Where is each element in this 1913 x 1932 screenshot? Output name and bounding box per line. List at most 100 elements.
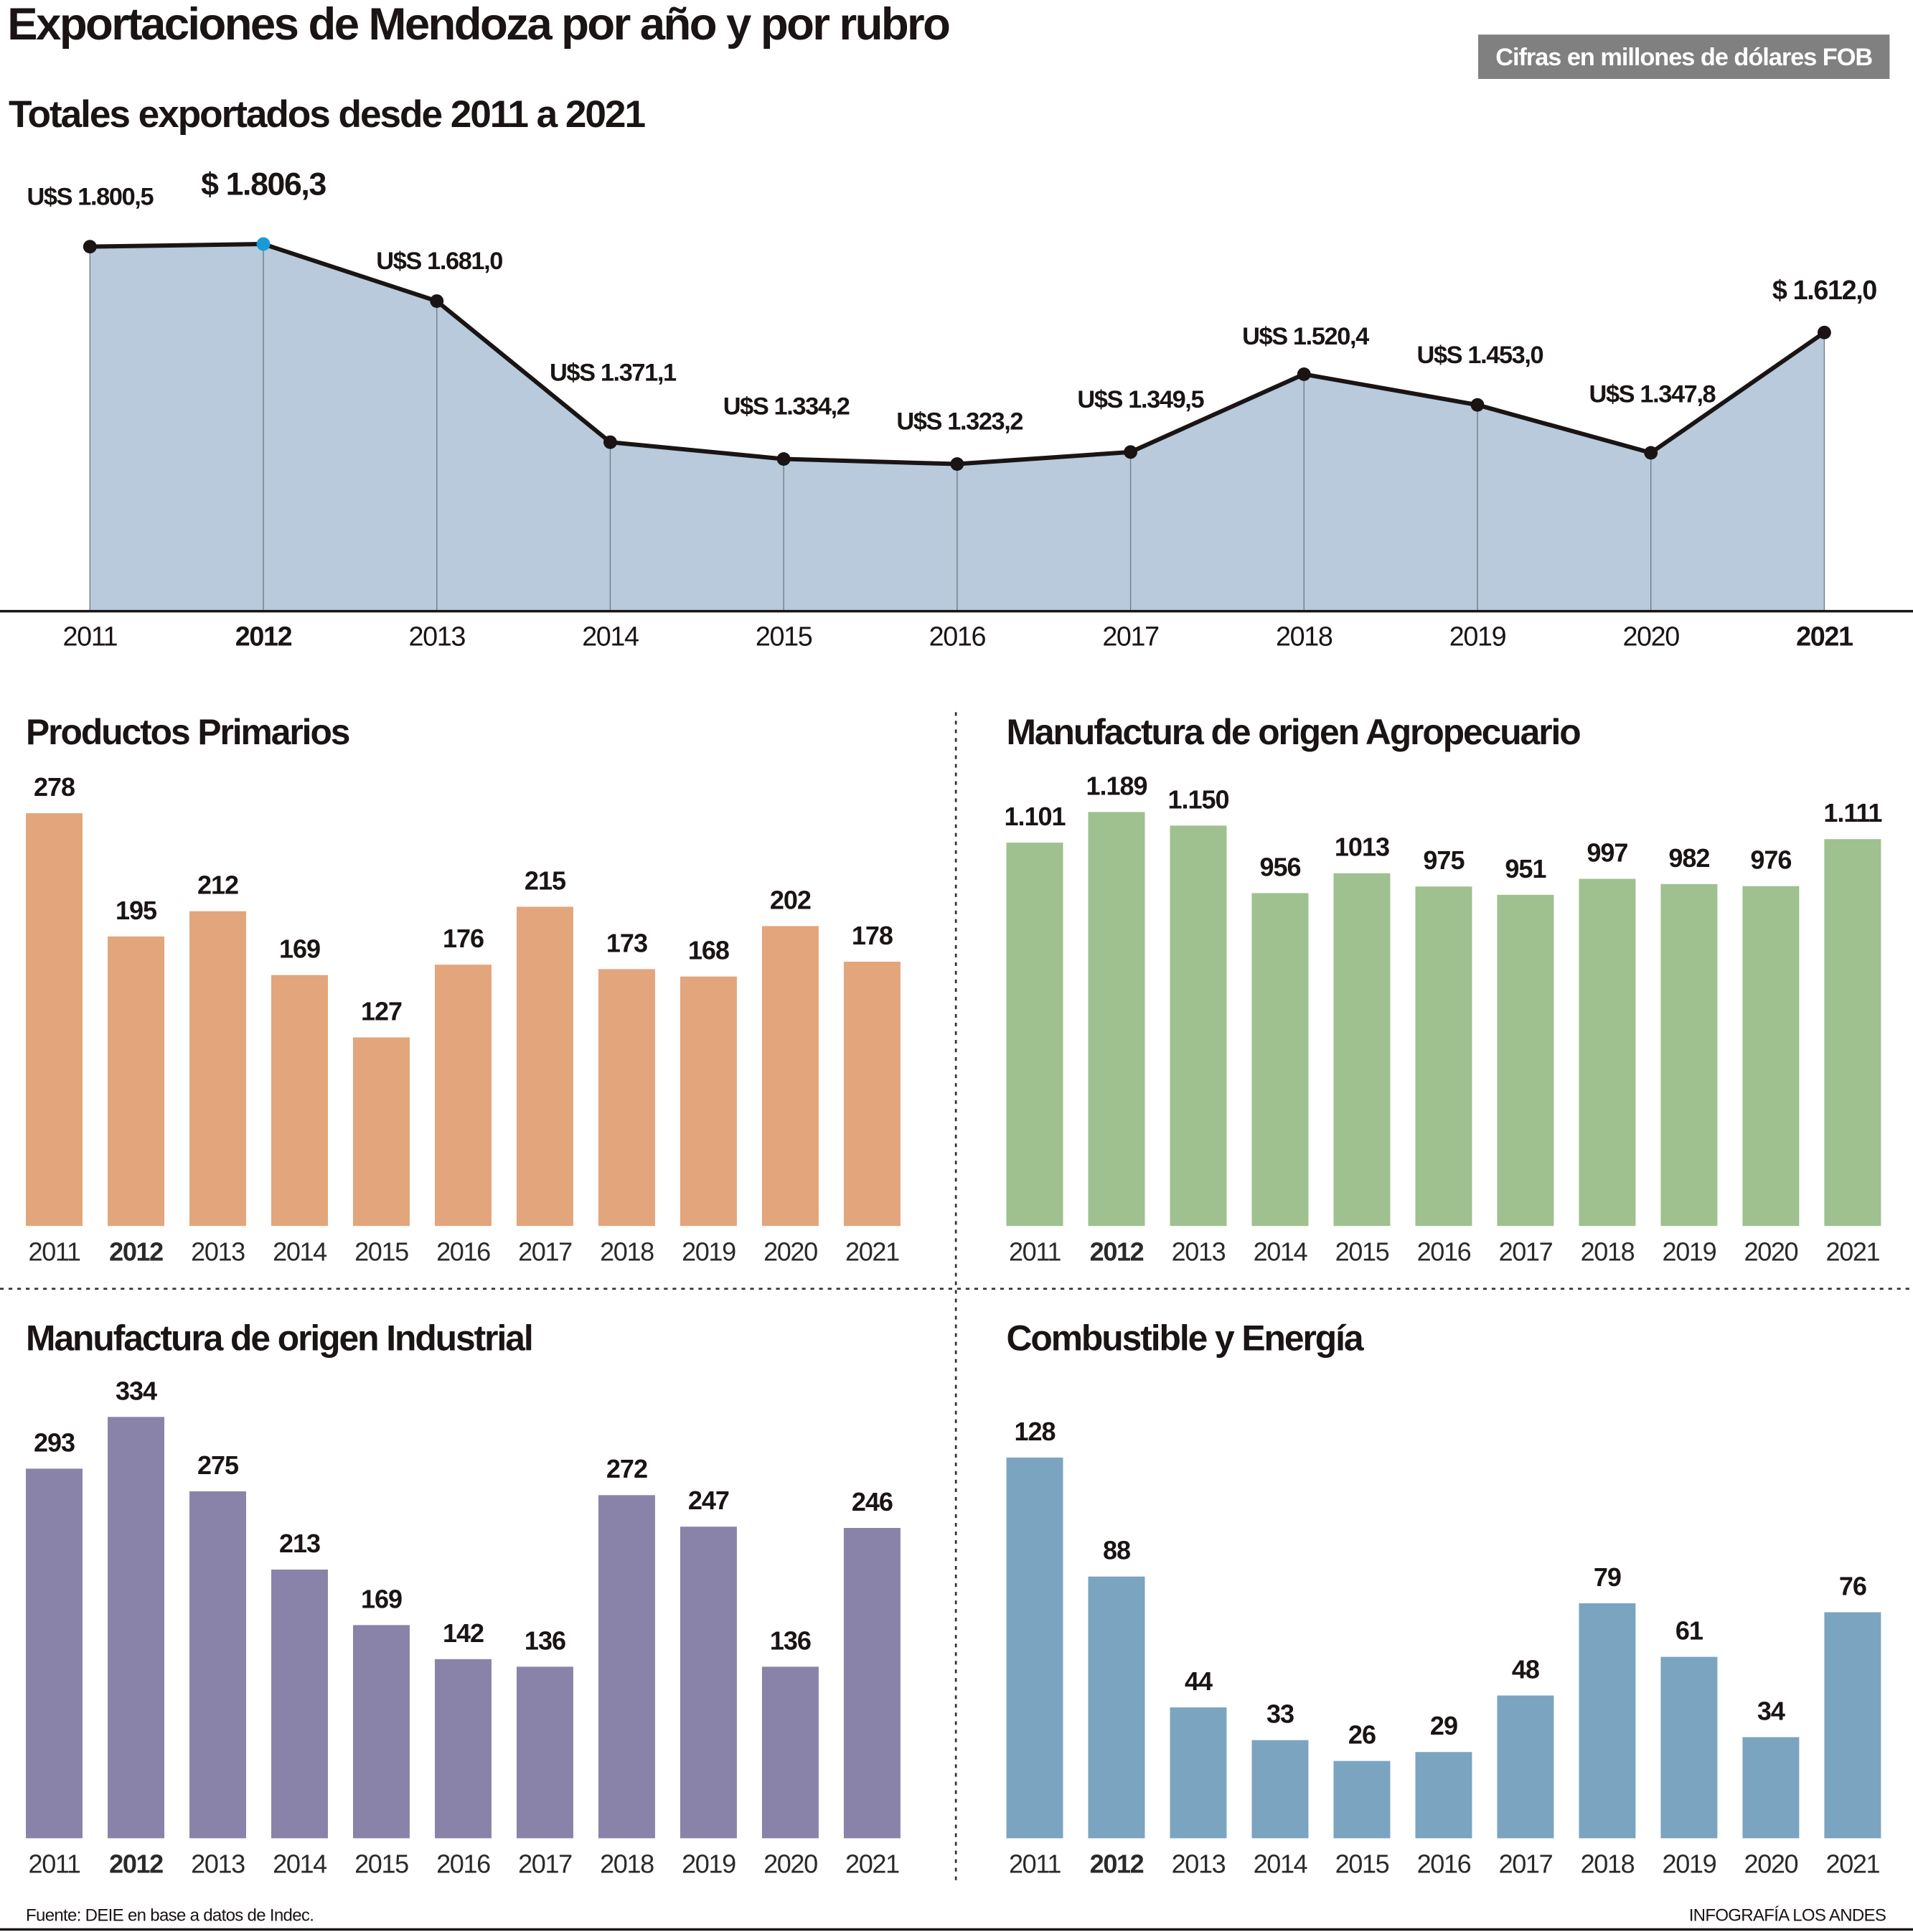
bar [1742, 886, 1800, 1227]
x-tick-label: 2017 [518, 1849, 572, 1878]
bar-value-label: 975 [1423, 845, 1465, 875]
panel-title-industrial: Manufactura de origen Industrial [26, 1318, 532, 1359]
data-label: U$S 1.681,0 [376, 248, 502, 275]
bar [1579, 1603, 1636, 1839]
data-point [776, 452, 791, 466]
x-tick-label: 2012 [235, 622, 292, 652]
bar-value-label: 997 [1587, 838, 1627, 868]
x-tick-label: 2017 [1499, 1849, 1553, 1878]
bar-value-label: 136 [770, 1626, 811, 1655]
bar-value-label: 278 [34, 772, 75, 802]
x-tick-label: 2020 [1744, 1849, 1798, 1878]
bar-value-label: 127 [361, 996, 402, 1026]
data-point [1644, 446, 1658, 460]
bar [1660, 883, 1718, 1227]
bar-value-label: 169 [279, 934, 320, 964]
source-note: Fuente: DEIE en base a datos de Indec. [26, 1905, 314, 1925]
bar [1497, 1695, 1554, 1839]
x-tick-label: 2019 [682, 1237, 735, 1266]
bar-value-label: 195 [116, 896, 157, 925]
units-badge-text: Cifras en millones de dólares FOB [1495, 44, 1872, 71]
bar [1251, 1740, 1309, 1839]
bar-value-label: 1013 [1335, 833, 1389, 862]
x-tick-label: 2013 [1172, 1237, 1226, 1266]
bar [1006, 1457, 1063, 1839]
x-tick-label: 2014 [1254, 1849, 1307, 1878]
data-label: U$S 1.334,2 [723, 393, 850, 421]
x-tick-label: 2015 [354, 1849, 408, 1878]
subtitle: Totales exportados desde 2011 a 2021 [9, 93, 645, 136]
data-point [1817, 325, 1831, 339]
panel-title-agropecuario: Manufactura de origen Agropecuario [1007, 712, 1581, 752]
data-label: U$S 1.371,1 [550, 359, 677, 386]
bar [1088, 1576, 1145, 1839]
bar-value-label: 215 [525, 866, 566, 895]
bar-value-label: 34 [1757, 1696, 1785, 1725]
bar-value-label: 168 [688, 936, 729, 965]
bar [1660, 1656, 1718, 1839]
x-tick-label: 2011 [62, 622, 117, 652]
bar [761, 926, 819, 1227]
bar-value-label: 173 [606, 928, 647, 957]
bar-value-label: 247 [688, 1486, 729, 1515]
bar [108, 1417, 165, 1839]
data-label: U$S 1.453,0 [1417, 342, 1543, 369]
x-tick-label: 2019 [682, 1849, 735, 1878]
industrial-bar-chart: 293 2011 334 2012 275 2013 213 2014 169 2015 142 20… [26, 1376, 901, 1878]
bar [1824, 1612, 1881, 1839]
bar-value-label: 169 [361, 1584, 402, 1613]
bar-value-label: 272 [606, 1454, 647, 1483]
data-point [256, 237, 271, 251]
panel-title-energia: Combustible y Energía [1007, 1318, 1364, 1359]
bar [1251, 893, 1309, 1227]
bar [434, 1659, 492, 1839]
x-tick-label: 2018 [1276, 622, 1332, 652]
bar-value-label: 178 [852, 921, 893, 950]
bar [680, 1527, 737, 1839]
x-tick-label: 2012 [1090, 1849, 1144, 1878]
x-tick-label: 2020 [763, 1237, 817, 1266]
bar [1415, 1752, 1472, 1839]
panel-title-primarios: Productos Primarios [26, 712, 349, 752]
x-tick-label: 2013 [191, 1849, 245, 1878]
bar-value-label: 1.150 [1167, 784, 1228, 814]
bar [189, 911, 246, 1227]
bar-value-label: 79 [1594, 1562, 1621, 1592]
bar-value-label: 275 [197, 1450, 239, 1480]
bar-value-label: 128 [1014, 1417, 1055, 1446]
bar-value-label: 293 [34, 1427, 75, 1457]
x-tick-label: 2018 [600, 1849, 654, 1878]
data-point [430, 294, 444, 308]
x-tick-label: 2021 [845, 1849, 899, 1878]
bar [108, 936, 165, 1227]
primarios-bar-chart: 278 2011 195 2012 212 2013 169 2014 127 2015 176 20… [26, 772, 901, 1266]
bar-value-label: 334 [116, 1376, 157, 1405]
bar [1415, 886, 1472, 1227]
data-point [1297, 367, 1311, 381]
bar-value-label: 246 [852, 1487, 893, 1516]
bar [598, 969, 655, 1227]
bar [1333, 1760, 1391, 1839]
x-tick-label: 2019 [1663, 1849, 1716, 1878]
bar [1742, 1737, 1800, 1839]
x-tick-label: 2016 [929, 622, 986, 652]
x-tick-label: 2014 [1254, 1237, 1307, 1266]
x-tick-label: 2015 [756, 622, 812, 652]
bar-value-label: 1.189 [1086, 771, 1147, 800]
data-label: U$S 1.349,5 [1077, 386, 1204, 413]
x-tick-label: 2018 [1581, 1237, 1635, 1266]
x-tick-label: 2018 [600, 1237, 654, 1266]
bar-value-label: 33 [1266, 1699, 1294, 1729]
bar-value-label: 956 [1259, 852, 1300, 881]
bar-value-label: 1.111 [1823, 798, 1882, 827]
data-label: U$S 1.520,4 [1242, 323, 1369, 350]
x-tick-label: 2021 [845, 1237, 899, 1266]
bar-value-label: 44 [1185, 1666, 1213, 1696]
x-tick-label: 2020 [763, 1849, 817, 1878]
x-tick-label: 2021 [1826, 1849, 1880, 1878]
data-label: U$S 1.347,8 [1589, 381, 1716, 408]
bar-value-label: 61 [1675, 1616, 1703, 1646]
totals-line-chart: U$S 1.800,5 2011 $ 1.806,3 2012 U$S 1.681,0 2… [0, 167, 1913, 652]
x-tick-label: 2012 [109, 1849, 163, 1878]
main-title: Exportaciones de Mendoza por año y por r… [7, 0, 949, 50]
